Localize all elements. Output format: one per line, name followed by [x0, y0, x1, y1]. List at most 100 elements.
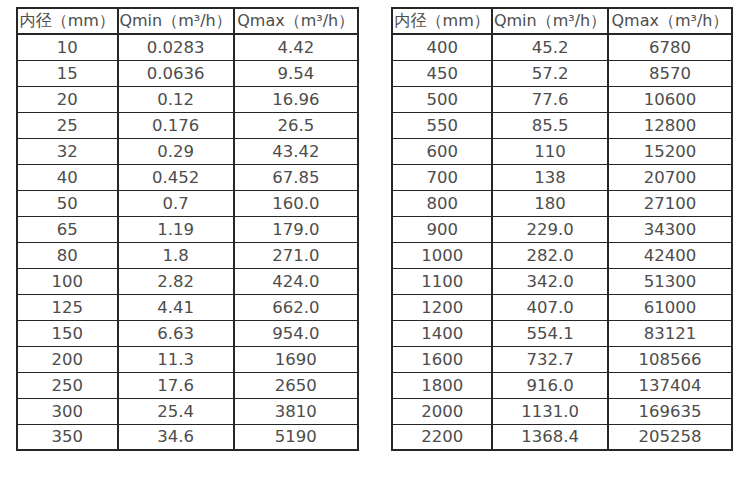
table-cell: 169635 — [608, 398, 732, 424]
table-cell: 0.7 — [118, 190, 234, 216]
table-row: 45057.28570 — [392, 60, 732, 86]
table-row: 1400554.183121 — [392, 320, 732, 346]
table-cell: 65 — [17, 216, 118, 242]
table-body: 40045.2678045057.2857050077.61060055085.… — [392, 34, 732, 450]
table-cell: 0.0283 — [118, 34, 234, 60]
table-cell: 150 — [17, 320, 118, 346]
table-row: 1506.63954.0 — [17, 320, 358, 346]
column-header-inner-diameter: 内径（mm） — [17, 8, 118, 34]
table-cell: 1131.0 — [492, 398, 608, 424]
table-cell: 85.5 — [492, 112, 608, 138]
table-cell: 137404 — [608, 372, 732, 398]
table-cell: 2000 — [392, 398, 492, 424]
table-cell: 32 — [17, 138, 118, 164]
table-cell: 0.29 — [118, 138, 234, 164]
table-row: 150.06369.54 — [17, 60, 358, 86]
table-header: 内径（mm） Qmin（m³/h） Qmax（m³/h） — [17, 8, 358, 34]
table-cell: 25 — [17, 112, 118, 138]
table-row: 40045.26780 — [392, 34, 732, 60]
table-cell: 26.5 — [234, 112, 358, 138]
table-cell: 1690 — [234, 346, 358, 372]
table-row: 35034.65190 — [17, 424, 358, 450]
table-cell: 25.4 — [118, 398, 234, 424]
table-cell: 3810 — [234, 398, 358, 424]
flow-spec-tables: 内径（mm） Qmin（m³/h） Qmax（m³/h） 100.02834.4… — [16, 7, 733, 451]
table-cell: 1200 — [392, 294, 492, 320]
table-row: 25017.62650 — [17, 372, 358, 398]
table-cell: 550 — [392, 112, 492, 138]
table-cell: 15 — [17, 60, 118, 86]
table-cell: 2650 — [234, 372, 358, 398]
table-cell: 350 — [17, 424, 118, 450]
table-cell: 77.6 — [492, 86, 608, 112]
table-cell: 83121 — [608, 320, 732, 346]
table-row: 22001368.4205258 — [392, 424, 732, 450]
table-row: 20011.31690 — [17, 346, 358, 372]
table-row: 651.19179.0 — [17, 216, 358, 242]
table-cell: 9.54 — [234, 60, 358, 86]
table-row: 400.45267.85 — [17, 164, 358, 190]
table-cell: 400 — [392, 34, 492, 60]
table-cell: 67.85 — [234, 164, 358, 190]
table-cell: 57.2 — [492, 60, 608, 86]
table-row: 1200407.061000 — [392, 294, 732, 320]
column-header-qmax: Qmax（m³/h） — [608, 8, 732, 34]
table-cell: 662.0 — [234, 294, 358, 320]
table-cell: 0.12 — [118, 86, 234, 112]
table-row: 30025.43810 — [17, 398, 358, 424]
table-cell: 205258 — [608, 424, 732, 450]
table-row: 250.17626.5 — [17, 112, 358, 138]
table-cell: 1000 — [392, 242, 492, 268]
table-cell: 10 — [17, 34, 118, 60]
table-cell: 200 — [17, 346, 118, 372]
table-row: 60011015200 — [392, 138, 732, 164]
table-cell: 1800 — [392, 372, 492, 398]
table-cell: 5190 — [234, 424, 358, 450]
table-header: 内径（mm） Qmin（m³/h） Qmax（m³/h） — [392, 8, 732, 34]
table-cell: 250 — [17, 372, 118, 398]
table-cell: 700 — [392, 164, 492, 190]
table-row: 50077.610600 — [392, 86, 732, 112]
table-cell: 1600 — [392, 346, 492, 372]
table-cell: 342.0 — [492, 268, 608, 294]
table-cell: 61000 — [608, 294, 732, 320]
table-cell: 732.7 — [492, 346, 608, 372]
table-cell: 179.0 — [234, 216, 358, 242]
table-cell: 4.42 — [234, 34, 358, 60]
table-cell: 110 — [492, 138, 608, 164]
table-cell: 1400 — [392, 320, 492, 346]
table-cell: 954.0 — [234, 320, 358, 346]
table-cell: 20 — [17, 86, 118, 112]
table-row: 1000282.042400 — [392, 242, 732, 268]
column-header-qmax: Qmax（m³/h） — [234, 8, 358, 34]
table-row: 1002.82424.0 — [17, 268, 358, 294]
table-cell: 17.6 — [118, 372, 234, 398]
table-cell: 554.1 — [492, 320, 608, 346]
table-row: 900229.034300 — [392, 216, 732, 242]
table-row: 55085.512800 — [392, 112, 732, 138]
table-row: 20001131.0169635 — [392, 398, 732, 424]
table-cell: 100 — [17, 268, 118, 294]
table-cell: 1.8 — [118, 242, 234, 268]
table-cell: 8570 — [608, 60, 732, 86]
table-cell: 160.0 — [234, 190, 358, 216]
table-cell: 20700 — [608, 164, 732, 190]
table-cell: 138 — [492, 164, 608, 190]
column-header-qmin: Qmin（m³/h） — [118, 8, 234, 34]
column-header-inner-diameter: 内径（mm） — [392, 8, 492, 34]
table-cell: 6.63 — [118, 320, 234, 346]
table-cell: 450 — [392, 60, 492, 86]
flow-spec-table-small-diameter: 内径（mm） Qmin（m³/h） Qmax（m³/h） 100.02834.4… — [16, 7, 359, 451]
table-row: 801.8271.0 — [17, 242, 358, 268]
table-cell: 12800 — [608, 112, 732, 138]
table-cell: 229.0 — [492, 216, 608, 242]
table-cell: 600 — [392, 138, 492, 164]
table-cell: 45.2 — [492, 34, 608, 60]
table-cell: 6780 — [608, 34, 732, 60]
table-cell: 1.19 — [118, 216, 234, 242]
table-cell: 10600 — [608, 86, 732, 112]
table-cell: 27100 — [608, 190, 732, 216]
table-cell: 34300 — [608, 216, 732, 242]
table-row: 1800916.0137404 — [392, 372, 732, 398]
table-cell: 80 — [17, 242, 118, 268]
